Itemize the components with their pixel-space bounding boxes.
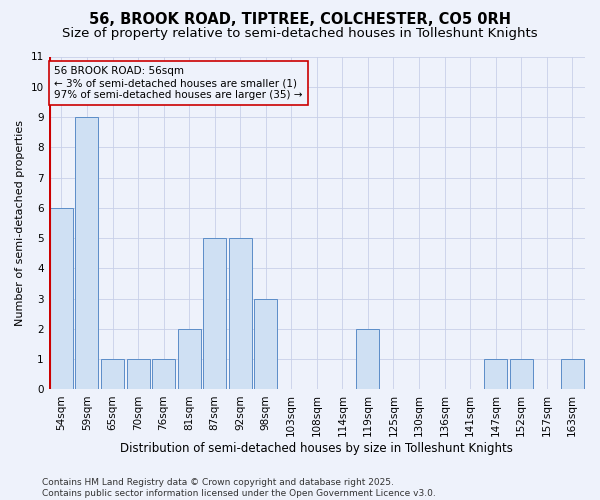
Bar xyxy=(356,329,379,390)
Bar xyxy=(484,359,507,390)
Bar xyxy=(127,359,149,390)
Bar xyxy=(76,117,98,390)
Bar xyxy=(229,238,252,390)
Bar xyxy=(561,359,584,390)
Text: 56 BROOK ROAD: 56sqm
← 3% of semi-detached houses are smaller (1)
97% of semi-de: 56 BROOK ROAD: 56sqm ← 3% of semi-detach… xyxy=(54,66,302,100)
Bar xyxy=(101,359,124,390)
Bar xyxy=(509,359,533,390)
Y-axis label: Number of semi-detached properties: Number of semi-detached properties xyxy=(15,120,25,326)
Bar xyxy=(203,238,226,390)
Bar xyxy=(178,329,200,390)
Text: Contains HM Land Registry data © Crown copyright and database right 2025.
Contai: Contains HM Land Registry data © Crown c… xyxy=(42,478,436,498)
Bar xyxy=(254,298,277,390)
Bar xyxy=(152,359,175,390)
Text: 56, BROOK ROAD, TIPTREE, COLCHESTER, CO5 0RH: 56, BROOK ROAD, TIPTREE, COLCHESTER, CO5… xyxy=(89,12,511,28)
Text: Size of property relative to semi-detached houses in Tolleshunt Knights: Size of property relative to semi-detach… xyxy=(62,28,538,40)
Bar xyxy=(50,208,73,390)
X-axis label: Distribution of semi-detached houses by size in Tolleshunt Knights: Distribution of semi-detached houses by … xyxy=(121,442,513,455)
